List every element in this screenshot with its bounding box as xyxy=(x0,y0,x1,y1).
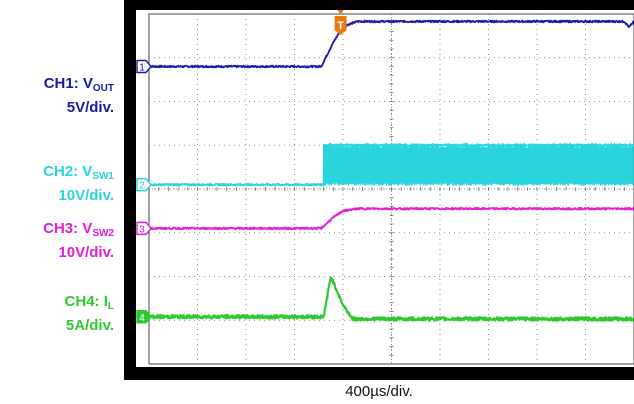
timebase-label: 400µs/div. xyxy=(124,383,634,400)
ch3-marker-number: 3 xyxy=(139,224,145,235)
scope-screen: 1 2 3 4 T xyxy=(0,0,634,380)
ch2-switching-band xyxy=(324,143,634,186)
ch2-marker-number: 2 xyxy=(139,181,145,192)
ch1-marker-number: 1 xyxy=(139,63,145,74)
trigger-marker-label: T xyxy=(337,20,344,32)
scope-plot-area xyxy=(136,10,634,367)
ch4-marker-number: 4 xyxy=(139,313,145,324)
